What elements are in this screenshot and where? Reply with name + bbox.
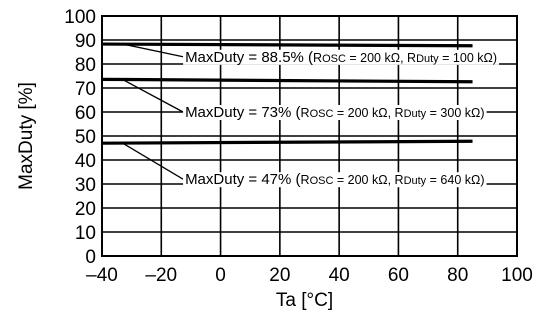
annotation-leader-line [122,79,184,113]
series-group [101,42,473,145]
annotation-text: MaxDuty = 73% (ROSC = 200 kΩ, RDuty = 30… [185,104,484,121]
x-axis-label: Ta [°C] [276,290,333,311]
y-tick-label: 20 [75,199,96,220]
annotation-background [183,172,487,188]
plot-frame [101,15,518,257]
series-line-2 [101,77,473,84]
x-tick-label: –40 [86,265,118,286]
y-tick-label: 100 [64,7,96,28]
x-tick-label: –20 [145,265,177,286]
x-tick-label: 100 [501,265,533,286]
annotation-leader-line [122,43,184,58]
annotation-1: MaxDuty = 88.5% (ROSC = 200 kΩ, RDuty = … [122,43,500,66]
y-axis-label: MaxDuty [%] [16,82,37,190]
annotation-text: MaxDuty = 88.5% (ROSC = 200 kΩ, RDuty = … [185,49,497,66]
annotation-2: MaxDuty = 73% (ROSC = 200 kΩ, RDuty = 30… [122,79,487,121]
x-tick-label: 40 [329,265,350,286]
y-tick-label: 80 [75,55,96,76]
y-tick-label: 10 [75,223,96,244]
y-tick-label: 50 [75,127,96,148]
y-tick-label: 60 [75,103,96,124]
y-tick-label: 0 [85,247,96,268]
x-tick-label: 80 [447,265,468,286]
x-tick-labels: –40 –20 0 20 40 60 80 100 [86,265,533,286]
y-tick-label: 70 [75,79,96,100]
annotation-background [183,49,500,65]
annotation-leader-line [122,142,184,180]
x-tick-label: 60 [388,265,409,286]
series-line-3 [101,139,473,145]
annotation-background [183,105,487,120]
y-tick-label: 30 [75,175,96,196]
annotation-3: MaxDuty = 47% (ROSC = 200 kΩ, RDuty = 64… [122,142,487,188]
annotations-group: MaxDuty = 88.5% (ROSC = 200 kΩ, RDuty = … [122,43,500,188]
annotation-text: MaxDuty = 47% (ROSC = 200 kΩ, RDuty = 64… [185,171,484,188]
x-tick-label: 0 [215,265,226,286]
series-line-1 [101,42,473,48]
x-tick-label: 20 [269,265,290,286]
y-tick-label: 40 [75,151,96,172]
y-tick-labels: 0 10 20 30 40 50 60 70 80 90 100 [64,7,96,268]
y-tick-label: 90 [75,31,96,52]
